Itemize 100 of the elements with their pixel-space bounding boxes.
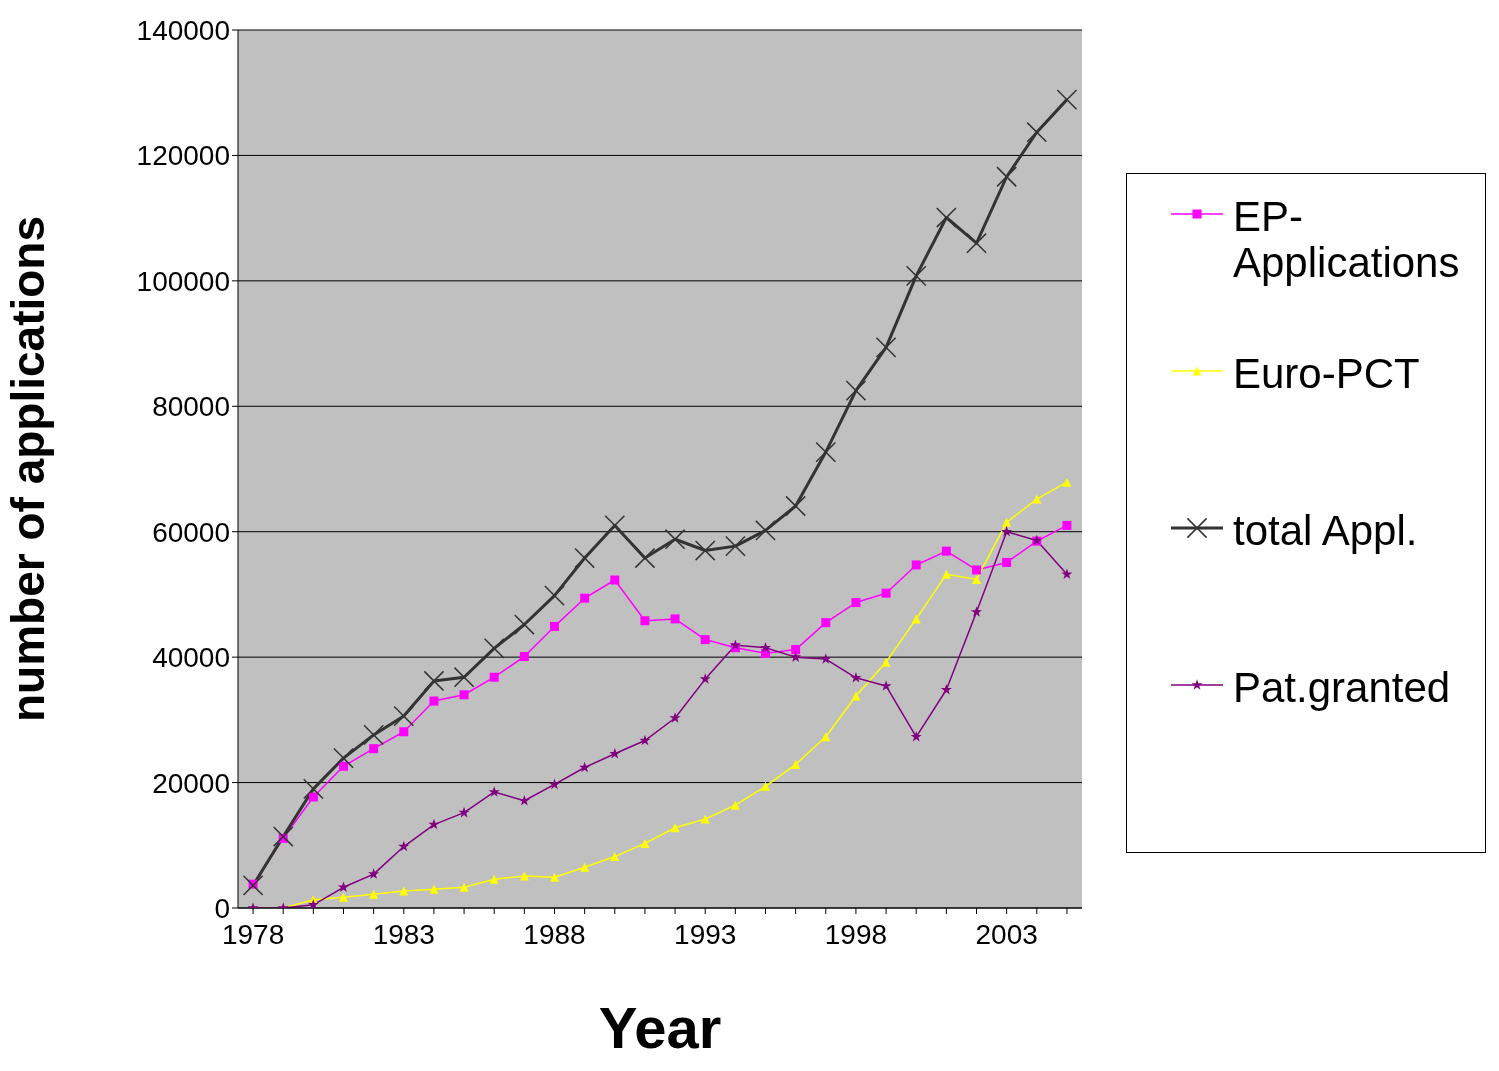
point [550,621,559,631]
y-axis-title: number of applications [2,215,55,723]
point [1032,494,1042,504]
point [941,546,951,556]
point [579,761,591,773]
point [815,441,837,463]
point [339,761,348,771]
point [1001,525,1013,537]
point [669,712,681,723]
point [640,616,650,626]
point [609,747,621,759]
y-tick-label: 140000 [136,14,230,46]
point [337,881,350,893]
point [459,690,469,700]
point [453,666,475,688]
point [940,683,952,695]
point [519,652,529,662]
y-tick-label: 40000 [152,642,230,674]
point [580,593,590,603]
point [393,705,415,727]
point [664,528,686,550]
point [369,744,379,754]
point [610,575,620,585]
point [851,691,861,701]
point [580,862,590,872]
x-tick-label: 1998 [824,918,888,950]
point [791,645,801,655]
point [875,336,897,358]
point [881,588,891,598]
point [729,639,741,650]
point [700,635,710,645]
point [759,641,772,653]
point [845,380,867,401]
x-tick-label: 1983 [372,918,435,950]
point [670,614,680,624]
legend-label: Pat.granted [1233,664,1452,711]
point [610,852,620,862]
point [670,823,680,833]
point [761,781,770,791]
point [429,884,439,894]
point [574,547,595,569]
y-tick-label: 120000 [136,140,230,172]
point [399,727,409,737]
point [1026,121,1048,143]
y-tick-label: 100000 [136,265,230,297]
y-tick-label: 60000 [152,516,230,548]
point [242,875,264,896]
point [936,207,957,228]
point [941,569,951,579]
point [550,872,559,882]
point [910,730,922,742]
point [791,759,801,769]
point [730,800,740,810]
point [699,673,711,684]
point [881,657,891,667]
legend-label: Euro-PCT [1233,350,1421,397]
point [519,871,529,881]
point [368,868,380,879]
point [911,560,921,570]
point [905,265,927,287]
point [308,792,318,802]
point [303,778,324,800]
point [820,653,832,664]
x-tick-label: 2003 [975,918,1038,950]
point [1062,520,1072,530]
point [725,535,746,557]
legend-label: total Appl. [1233,507,1419,554]
point [1056,89,1078,110]
point [307,899,319,908]
point [880,680,892,691]
point [423,670,445,692]
point [1062,477,1072,487]
point [488,786,500,797]
point [1002,517,1012,527]
point [459,882,469,892]
point [548,778,561,790]
point [1002,557,1012,567]
x-tick-label: 1993 [674,918,737,950]
point [996,166,1017,188]
point [369,889,379,899]
y-tick-label: 20000 [152,767,230,799]
point [970,606,983,617]
point [339,892,348,902]
point [639,734,651,746]
legend-label: EP-Applications [1233,193,1461,286]
point [821,618,831,628]
y-tick-label: 80000 [152,391,230,423]
point [489,672,499,682]
point [333,747,354,769]
point [640,838,650,848]
point [850,671,862,683]
point [429,696,439,706]
point [489,874,499,884]
point [458,806,470,818]
x-tick-label: 1988 [523,918,586,950]
point [399,886,409,896]
point [428,818,440,830]
point [966,232,987,254]
point [363,724,384,746]
point [755,520,776,541]
